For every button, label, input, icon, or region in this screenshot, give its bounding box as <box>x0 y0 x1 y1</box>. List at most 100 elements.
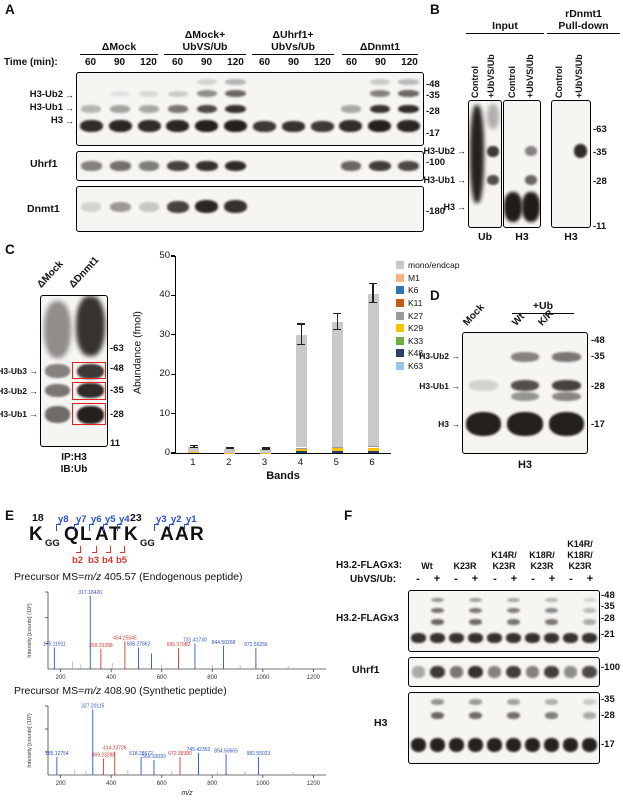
gel-band <box>524 146 538 157</box>
legend-item: K11 <box>396 297 460 310</box>
gel-band <box>562 737 579 752</box>
gel-band <box>167 90 188 98</box>
gel-band <box>138 161 160 171</box>
legend-label: K33 <box>408 335 424 346</box>
gel-band <box>487 666 502 678</box>
gel-band <box>468 711 483 719</box>
gel-band <box>195 120 219 133</box>
gel-band <box>486 737 503 752</box>
gel-band <box>166 200 190 213</box>
plus-minus: + <box>586 573 594 585</box>
band-label-h3: H3 → <box>418 202 466 212</box>
band-label-h3ub1: H3-Ub1 → <box>8 102 74 113</box>
col-header-k14r-k18r-k23r: K14R/ K18R/ K23R <box>567 539 593 571</box>
mw-marker-28: -28 <box>110 409 124 420</box>
error-bar-cap <box>369 302 378 304</box>
mw-marker-28: -28 <box>601 710 615 721</box>
gel-band <box>369 104 390 114</box>
legend-item: M1 <box>396 272 460 285</box>
residue-l: L <box>80 524 92 545</box>
gel-blot-c-ip <box>40 295 108 447</box>
time-value: 60 <box>345 57 358 68</box>
ip-label: IP:H3 <box>61 452 87 463</box>
mw-marker-48: -48 <box>591 335 605 346</box>
legend-swatch <box>396 299 404 308</box>
y-ion-label: y6 <box>91 514 102 525</box>
band-label-h3ub2: H3-Ub2 → <box>414 351 460 361</box>
gel-band <box>340 161 362 171</box>
arrow-right-icon: → <box>451 419 460 429</box>
error-bar-cap <box>333 328 342 330</box>
gel-band <box>582 711 597 719</box>
gel-band <box>582 619 597 626</box>
band-label-h3ub1: H3-Ub1 → <box>414 381 460 391</box>
mw-marker-48: -48 <box>426 79 440 90</box>
plus-minus: - <box>416 573 420 585</box>
error-bar-cap <box>261 447 270 449</box>
band-label-h3ub1: H3-Ub1 → <box>0 409 38 419</box>
svg-text:454.25545: 454.25545 <box>113 635 137 641</box>
band-label-h3: H3 → <box>414 419 460 429</box>
gel-band <box>563 666 578 678</box>
legend-item: K29 <box>396 322 460 335</box>
svg-text:1000: 1000 <box>256 675 270 681</box>
gel-band <box>544 619 559 626</box>
gel-band <box>411 633 426 643</box>
lane-label-ubvs: +UbVS/Ub <box>574 54 584 98</box>
band-highlight-box-2 <box>72 382 106 400</box>
arrow-right-icon: → <box>65 102 74 113</box>
lane-label-control: Control <box>470 66 480 98</box>
bar-segment-mono/endcap <box>331 321 343 448</box>
chart-x-tick: 2 <box>226 457 232 468</box>
bar-chart-plot <box>175 256 391 454</box>
y-ion-label: y2 <box>171 514 182 525</box>
time-value: 60 <box>258 57 271 68</box>
svg-text:800: 800 <box>207 675 218 681</box>
gel-band <box>196 79 217 86</box>
spectrum-2: 200 400 600 800 1000 1200 Intensity [counts] (… <box>27 703 326 797</box>
mw-marker-35: -35 <box>593 147 607 158</box>
legend-swatch <box>396 311 404 320</box>
mw-marker-35: -35 <box>601 601 615 612</box>
gel-band <box>368 160 391 172</box>
arrow-right-icon: → <box>457 175 466 185</box>
plus-minus: - <box>569 573 573 585</box>
lane-label-wt: Wt <box>510 311 527 329</box>
mz-italic: m/z <box>84 571 102 583</box>
legend-label: M1 <box>408 272 420 283</box>
lane-label-mock: ΔMock <box>35 258 66 291</box>
gel-band <box>339 120 363 133</box>
svg-text:369.23288: 369.23288 <box>92 752 116 758</box>
gel-band <box>411 666 426 678</box>
gel-blot-a-main <box>76 72 424 146</box>
gel-band <box>525 633 540 643</box>
gel-band <box>369 90 390 98</box>
legend-label: K11 <box>408 298 423 309</box>
gel-band <box>468 665 483 679</box>
gel-band <box>548 412 584 437</box>
gel-band <box>369 79 390 86</box>
legend-item: K48 <box>396 347 460 360</box>
gel-blot-b-pulldown <box>551 100 591 228</box>
mw-marker-11: -11 <box>593 221 607 232</box>
legend-swatch <box>396 362 404 371</box>
gel-band <box>544 665 559 679</box>
error-bar-cap <box>297 343 306 346</box>
time-value: 120 <box>401 57 418 68</box>
error-bar <box>300 324 302 346</box>
svg-text:800: 800 <box>207 781 218 787</box>
legend-item: K6 <box>396 284 460 297</box>
blot-bottom-label-h3: H3 <box>515 231 529 243</box>
svg-text:175.11911: 175.11911 <box>43 641 66 647</box>
panel-label-d: D <box>430 288 440 303</box>
gel-band <box>506 711 521 719</box>
plus-minus: + <box>471 573 479 585</box>
chart-x-tick: 6 <box>369 457 375 468</box>
panel-label-e: E <box>5 508 15 523</box>
band-label-h3ub1: H3-Ub1 → <box>418 175 466 185</box>
mw-marker-100: -100 <box>426 157 446 168</box>
y-ion-tick <box>169 524 174 531</box>
mw-marker-17: -17 <box>591 419 605 430</box>
residue-position-18: 18 <box>32 512 44 524</box>
arrow-right-icon: → <box>457 202 466 212</box>
